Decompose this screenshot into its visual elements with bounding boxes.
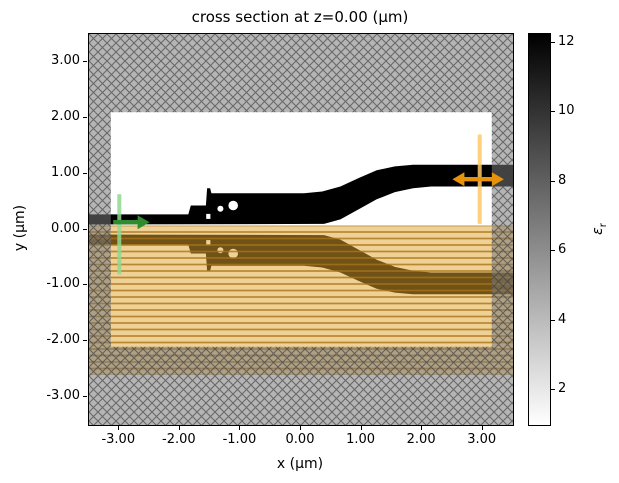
y-tick-mark bbox=[83, 340, 87, 342]
y-tick-label: -1.00 bbox=[46, 276, 80, 292]
y-tick-mark bbox=[83, 116, 87, 118]
x-axis-label: x (µm) bbox=[276, 456, 324, 472]
y-tick-mark bbox=[83, 396, 87, 398]
y-tick-label: 2.00 bbox=[51, 108, 80, 124]
y-tick-mark bbox=[83, 60, 87, 62]
y-tick-label: 1.00 bbox=[51, 164, 80, 180]
x-tick-label: 3.00 bbox=[467, 432, 497, 447]
pml-right bbox=[491, 112, 513, 347]
epsilon-cross-section-plot bbox=[89, 34, 513, 425]
x-tick-label: -2.00 bbox=[162, 432, 196, 447]
x-tick-mark bbox=[239, 426, 241, 430]
taper-hole bbox=[217, 205, 224, 212]
plot-area bbox=[88, 33, 514, 426]
colorbar-tick-mark bbox=[551, 111, 555, 113]
colorbar-tick-mark bbox=[551, 41, 555, 43]
taper-hole bbox=[228, 200, 238, 211]
colorbar-tick-mark bbox=[551, 389, 555, 391]
mode-monitor-arrow bbox=[452, 172, 504, 187]
x-tick-label: -3.00 bbox=[101, 432, 136, 447]
epsilon-symbol: ε bbox=[590, 227, 606, 235]
colorbar-tick-label: 12 bbox=[558, 33, 575, 49]
y-tick-label: -2.00 bbox=[46, 332, 80, 348]
colorbar-tick-mark bbox=[551, 180, 555, 182]
colorbar bbox=[528, 33, 551, 426]
pml-top bbox=[89, 34, 513, 113]
colorbar-label: εr bbox=[590, 212, 609, 246]
pml-bottom bbox=[89, 346, 513, 425]
x-tick-mark bbox=[178, 426, 180, 430]
colorbar-gradient bbox=[529, 34, 550, 425]
y-tick-mark bbox=[83, 172, 87, 174]
x-tick-mark bbox=[421, 426, 423, 430]
x-tick-mark bbox=[360, 426, 362, 430]
y-tick-label: -3.00 bbox=[46, 388, 80, 404]
y-tick-mark bbox=[83, 284, 87, 286]
x-tick-mark bbox=[300, 426, 301, 430]
colorbar-tick-label: 4 bbox=[558, 311, 567, 327]
waveguide-core bbox=[89, 164, 513, 225]
x-tick-mark bbox=[118, 426, 120, 430]
y-axis-label: y (µm) bbox=[12, 204, 28, 252]
epsilon-subscript: r bbox=[597, 223, 609, 228]
x-tick-label: 1.00 bbox=[346, 432, 376, 447]
colorbar-tick-label: 2 bbox=[558, 381, 567, 397]
y-tick-mark bbox=[83, 228, 87, 230]
x-tick-mark bbox=[481, 426, 483, 430]
y-tick-label: 0.00 bbox=[51, 220, 80, 236]
colorbar-tick-label: 6 bbox=[558, 242, 567, 258]
x-tick-label: 2.00 bbox=[406, 432, 436, 447]
x-tick-label: 0.00 bbox=[285, 432, 315, 447]
taper-notch bbox=[206, 213, 211, 219]
x-tick-label: -1.00 bbox=[222, 432, 257, 447]
colorbar-tick-label: 8 bbox=[558, 172, 567, 188]
source-direction-arrow bbox=[113, 215, 150, 230]
plot-title: cross section at z=0.00 (µm) bbox=[191, 8, 409, 26]
pml-left bbox=[89, 112, 111, 347]
y-tick-label: 3.00 bbox=[51, 52, 80, 68]
colorbar-tick-mark bbox=[551, 319, 555, 321]
colorbar-tick-mark bbox=[551, 250, 555, 252]
colorbar-tick-label: 10 bbox=[558, 103, 575, 119]
